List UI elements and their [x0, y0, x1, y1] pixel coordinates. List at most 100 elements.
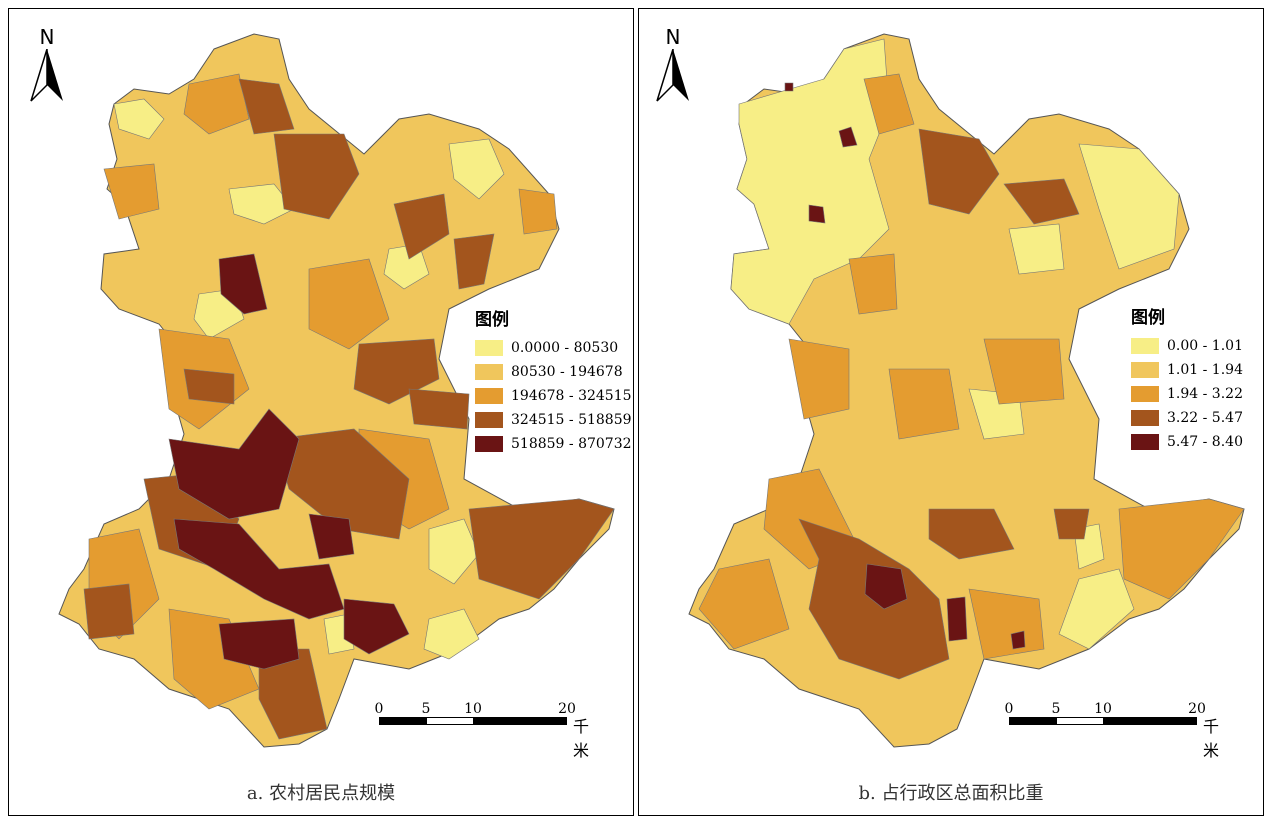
region-class-3	[698, 558, 790, 650]
choropleth-map-b	[688, 33, 1245, 748]
scale-tick: 0	[1004, 701, 1014, 717]
region-class-5	[864, 563, 908, 610]
north-arrow: N	[653, 25, 693, 109]
scale-tick-labels: 0 5 10 20	[1005, 701, 1206, 717]
region-class-3	[888, 368, 960, 440]
legend: 图例 0.00 - 1.01 1.01 - 1.94 1.94 - 3.22 3…	[1131, 303, 1243, 454]
scale-tick: 0	[374, 701, 384, 717]
region-class-4	[928, 508, 1015, 560]
region-class-3	[183, 73, 250, 135]
region-class-3	[848, 253, 898, 315]
region-class-4	[453, 233, 495, 290]
legend-swatch	[475, 436, 503, 452]
scale-tick: 10	[1094, 701, 1112, 717]
legend-swatch	[475, 412, 503, 428]
north-label: N	[665, 25, 681, 49]
north-arrow: N	[27, 25, 67, 109]
scale-tick: 10	[464, 701, 482, 717]
region-class-4	[183, 368, 235, 405]
region-class-1	[113, 98, 165, 140]
legend-swatch	[1131, 434, 1159, 450]
region-class-1	[448, 138, 505, 200]
region-class-4	[83, 583, 135, 640]
legend-label: 0.00 - 1.01	[1167, 338, 1243, 354]
legend-label: 3.22 - 5.47	[1167, 410, 1243, 426]
region-class-5	[218, 253, 268, 315]
legend-swatch	[1131, 362, 1159, 378]
region-class-4	[258, 648, 328, 740]
region-class-5	[308, 513, 355, 560]
legend-item: 194678 - 324515	[475, 384, 632, 408]
scale-bar-graphic	[1009, 717, 1197, 725]
legend-item: 1.01 - 1.94	[1131, 358, 1243, 382]
region-class-5	[173, 518, 345, 620]
map-panel-a: N 图例 0.0000 - 80530 80530 - 194678 19467…	[8, 8, 634, 816]
legend-swatch	[475, 364, 503, 380]
map-caption: b. 占行政区总面积比重	[858, 783, 1044, 804]
scale-tick: 20	[1188, 701, 1206, 717]
north-arrow-icon	[30, 48, 63, 102]
legend-swatch	[1131, 386, 1159, 402]
legend-item: 518859 - 870732	[475, 432, 632, 456]
region-class-3	[983, 338, 1065, 405]
region-class-1	[228, 183, 295, 225]
scale-tick: 5	[421, 701, 431, 717]
region-class-1	[1078, 143, 1180, 270]
region-class-3	[518, 188, 558, 235]
scale-tick-labels: 0 5 10 20	[375, 701, 576, 717]
legend-swatch	[475, 340, 503, 356]
region-class-4	[468, 498, 615, 600]
scale-bar: 0 5 10 20 千米	[375, 701, 589, 760]
north-label: N	[39, 25, 55, 49]
region-class-4	[273, 428, 410, 540]
region-class-4	[1053, 508, 1090, 540]
legend: 图例 0.0000 - 80530 80530 - 194678 194678 …	[475, 305, 632, 456]
region-class-1	[423, 608, 480, 660]
map-caption: a. 农村居民点规模	[246, 783, 396, 804]
legend-swatch	[1131, 410, 1159, 426]
legend-item: 0.0000 - 80530	[475, 336, 632, 360]
legend-label: 0.0000 - 80530	[511, 340, 619, 356]
north-arrow-icon	[656, 48, 689, 102]
region-class-3	[168, 608, 260, 710]
scale-unit: 千米	[1203, 717, 1220, 760]
scale-tick: 20	[558, 701, 576, 717]
region-class-5	[218, 618, 300, 670]
region-class-4	[918, 128, 1000, 215]
region-class-1	[428, 518, 480, 585]
region-class-4	[408, 388, 470, 430]
scale-tick: 5	[1051, 701, 1061, 717]
legend-item: 5.47 - 8.40	[1131, 430, 1243, 454]
region-class-3	[1118, 498, 1245, 600]
region-class-3	[968, 588, 1045, 660]
region-class-5	[168, 408, 300, 520]
region-class-5	[1010, 630, 1026, 650]
region-class-1	[1008, 223, 1065, 275]
map-panel-b: N 图例 0.00 - 1.01 1.01 - 1.94 1.94 - 3.22…	[638, 8, 1264, 816]
region-class-3	[308, 258, 390, 350]
legend-label: 80530 - 194678	[511, 364, 623, 380]
region-class-5	[784, 82, 794, 92]
choropleth-map-a	[58, 33, 615, 748]
region-class-4	[238, 78, 295, 135]
legend-label: 1.01 - 1.94	[1167, 362, 1243, 378]
legend-item: 1.94 - 3.22	[1131, 382, 1243, 406]
legend-title: 图例	[1131, 308, 1165, 328]
region-class-5	[838, 126, 858, 148]
region-class-3	[103, 163, 160, 220]
legend-label: 5.47 - 8.40	[1167, 434, 1243, 450]
region-class-3	[788, 338, 850, 420]
legend-label: 518859 - 870732	[511, 436, 632, 452]
scale-bar-graphic	[379, 717, 567, 725]
scale-unit: 千米	[573, 717, 590, 760]
region-class-1	[730, 38, 890, 325]
legend-item: 324515 - 518859	[475, 408, 632, 432]
region-class-4	[1003, 178, 1080, 225]
region-class-5	[808, 204, 826, 224]
scale-bar: 0 5 10 20 千米	[1005, 701, 1219, 760]
region-class-4	[273, 133, 360, 220]
legend-item: 80530 - 194678	[475, 360, 632, 384]
region-class-4	[393, 193, 450, 260]
region-class-1	[1058, 568, 1135, 650]
legend-swatch	[475, 388, 503, 404]
